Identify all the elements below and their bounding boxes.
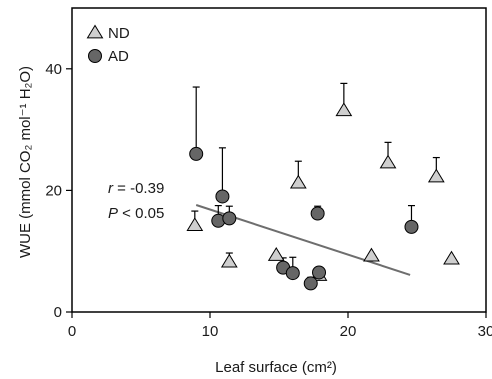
- ad-point: [404, 219, 419, 234]
- error-bars: [191, 82, 440, 284]
- nd-point: [267, 246, 285, 261]
- ad-point: [310, 206, 325, 221]
- r-value: = -0.39: [113, 180, 164, 197]
- y-axis: 0 20 40: [45, 61, 72, 321]
- y-tick-label: 40: [45, 61, 62, 78]
- y-tick-label: 0: [54, 304, 62, 321]
- plot-frame: [71, 7, 487, 313]
- ad-point: [285, 266, 300, 281]
- p-symbol: P: [108, 205, 118, 222]
- legend-label: ND: [108, 25, 130, 42]
- nd-point: [427, 168, 445, 183]
- y-tick-label: 20: [45, 182, 62, 199]
- r-symbol: r: [108, 180, 114, 197]
- x-axis-title: Leaf surface (cm²): [215, 359, 337, 376]
- nd-point: [289, 174, 307, 189]
- x-tick-label: 30: [478, 323, 492, 340]
- ad-point: [303, 276, 318, 291]
- y-axis-title: WUE (mmol CO₂ mol⁻¹ H₂O): [17, 66, 34, 258]
- x-tick-label: 20: [340, 323, 357, 340]
- data-points: [186, 102, 460, 291]
- nd-point: [379, 154, 397, 169]
- x-tick-label: 0: [68, 323, 76, 340]
- p-value: < 0.05: [118, 205, 164, 222]
- nd-point: [443, 250, 460, 265]
- ad-point: [215, 189, 230, 204]
- nd-point: [363, 247, 380, 262]
- x-axis: 0 10 20 30: [68, 312, 492, 340]
- nd-point: [220, 253, 238, 268]
- legend: ND AD: [86, 24, 130, 65]
- correlation-annotation: r = -0.39: [108, 180, 164, 197]
- nd-point: [186, 217, 204, 232]
- legend-triangle-icon: [86, 24, 104, 39]
- significance-annotation: P < 0.05: [108, 205, 164, 222]
- legend-label: AD: [108, 48, 129, 65]
- ad-point: [222, 211, 237, 226]
- legend-circle-icon: [88, 49, 102, 63]
- x-tick-label: 10: [202, 323, 219, 340]
- ad-point: [312, 265, 327, 280]
- nd-point: [335, 102, 353, 117]
- plot-border: [71, 7, 487, 313]
- ad-point: [189, 146, 204, 161]
